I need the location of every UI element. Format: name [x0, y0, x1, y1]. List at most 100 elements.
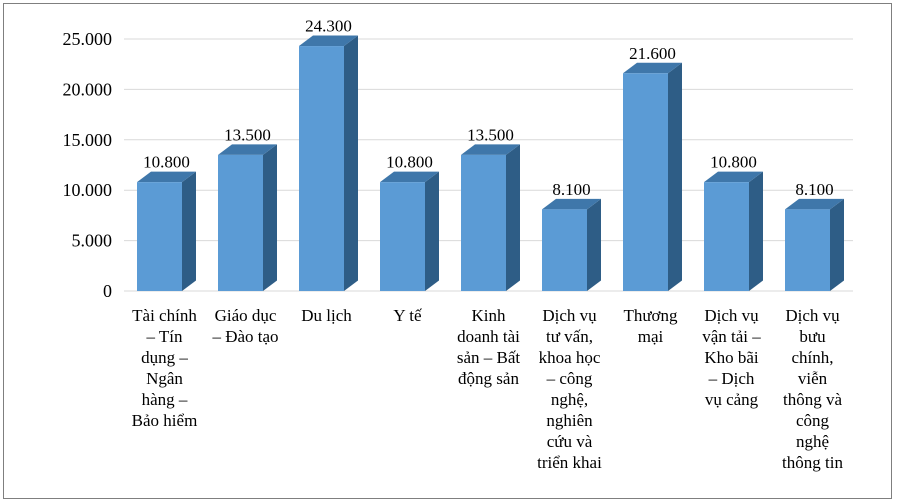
- bar-front: [218, 154, 263, 291]
- category-label-line: nghệ,: [551, 390, 588, 409]
- bar-front: [137, 182, 182, 291]
- bar-front: [623, 73, 668, 291]
- category-label-line: Du lịch: [301, 306, 352, 325]
- bars: [137, 35, 844, 291]
- data-labels: 10.800 13.500 24.300 10.800 13.500 8.100 21.60…: [143, 17, 834, 199]
- x-axis-category-label: Du lịch: [301, 306, 352, 325]
- category-label-line: Dịch vụ: [542, 306, 597, 325]
- bar-side: [182, 171, 196, 291]
- bar-front: [380, 182, 425, 291]
- category-label-line: Thương: [623, 306, 678, 325]
- category-label-line: hàng –: [142, 390, 188, 409]
- data-label: 10.800: [710, 153, 757, 172]
- category-label-line: tư vấn,: [546, 327, 593, 346]
- category-label-line: Bảo hiểm: [132, 411, 198, 430]
- category-label-line: bưu: [799, 327, 826, 346]
- bar: [461, 144, 520, 291]
- x-axis-category-label: Y tế: [393, 306, 422, 325]
- category-label-line: vụ cảng: [705, 390, 759, 409]
- bar-side: [587, 198, 601, 291]
- category-label-line: – Dịch: [708, 369, 755, 388]
- category-label-line: viễn: [798, 369, 828, 388]
- bar: [623, 62, 682, 291]
- bar-side: [344, 35, 358, 291]
- category-label-line: – Tín: [145, 327, 183, 346]
- bar: [785, 198, 844, 291]
- category-label-line: Tài chính: [132, 306, 197, 325]
- data-label: 21.600: [629, 44, 676, 63]
- bar: [299, 35, 358, 291]
- data-label: 10.800: [386, 153, 433, 172]
- bar-top: [785, 198, 844, 210]
- category-label-line: – công: [546, 369, 593, 388]
- category-label-line: cứu và: [547, 432, 593, 451]
- category-label-line: Giáo dục: [215, 306, 277, 325]
- category-label-line: thông tin: [782, 453, 843, 472]
- y-tick-label: 5.000: [72, 231, 113, 251]
- category-label-line: Kinh: [472, 306, 507, 325]
- category-label-line: Kho bãi: [704, 348, 759, 367]
- data-label: 8.100: [552, 180, 590, 199]
- category-label-line: sản – Bất: [457, 348, 521, 367]
- category-labels: Tài chính – Tín dụng – Ngân hàng – Bảo hiểm Gi…: [132, 306, 844, 472]
- x-axis-category-label: Tài chính – Tín dụng – Ngân hàng – Bảo hiểm: [132, 306, 198, 430]
- bar: [380, 171, 439, 291]
- bar-top: [218, 144, 277, 155]
- data-label: 13.500: [467, 125, 514, 144]
- x-axis-category-label: Kinh doanh tài sản – Bất động sản: [457, 306, 521, 388]
- category-label-line: vận tải –: [702, 327, 761, 346]
- bar-top: [461, 144, 520, 155]
- bar: [542, 198, 601, 291]
- y-axis-tick-labels: 0 5.000 10.000 15.000 20.000 25.000: [63, 29, 113, 301]
- bar-side: [506, 144, 520, 291]
- category-label-line: dụng –: [141, 348, 188, 367]
- bar: [218, 144, 277, 291]
- category-label-line: khoa học: [539, 348, 601, 367]
- bar: [704, 171, 763, 291]
- category-label-line: Y tế: [393, 306, 422, 325]
- category-label-line: Ngân: [146, 369, 183, 388]
- bar-side: [263, 144, 277, 291]
- y-tick-label: 25.000: [63, 29, 113, 49]
- category-label-line: triển khai: [537, 453, 602, 472]
- y-tick-label: 15.000: [63, 130, 113, 150]
- category-label-line: động sản: [458, 369, 519, 388]
- bar-side: [749, 171, 763, 291]
- bar-front: [461, 154, 506, 291]
- x-axis-category-label: Giáo dục – Đào tạo: [211, 306, 278, 346]
- x-axis-category-label: Dịch vụ tư vấn, khoa học – công nghệ, nghiên c…: [537, 306, 602, 472]
- category-label-line: chính,: [791, 348, 833, 367]
- bar-side: [425, 171, 439, 291]
- bar-side: [830, 198, 844, 291]
- y-tick-label: 10.000: [63, 180, 113, 200]
- category-label-line: – Đào tạo: [211, 327, 278, 346]
- data-label: 10.800: [143, 153, 190, 172]
- category-label-line: Dịch vụ: [704, 306, 759, 325]
- bar-top: [542, 198, 601, 210]
- category-label-line: mại: [638, 327, 664, 346]
- bar-front: [299, 46, 344, 291]
- bar-top: [137, 171, 196, 183]
- category-label-line: nghệ: [796, 432, 829, 451]
- bar-side: [668, 62, 682, 291]
- bar-front: [785, 209, 830, 291]
- category-label-line: công: [796, 411, 830, 430]
- x-axis-category-label: Dịch vụ bưu chính, viễn thông và công nghệ thôn…: [782, 306, 843, 472]
- data-label: 24.300: [305, 17, 352, 36]
- bar-top: [704, 171, 763, 183]
- bar-top: [299, 35, 358, 47]
- x-axis-category-label: Thương mại: [623, 306, 678, 346]
- category-label-line: doanh tài: [457, 327, 520, 346]
- data-label: 8.100: [795, 180, 833, 199]
- bar-front: [542, 209, 587, 291]
- category-label-line: thông và: [783, 390, 842, 409]
- category-label-line: nghiên: [546, 411, 593, 430]
- bar-top: [380, 171, 439, 183]
- bar-front: [704, 182, 749, 291]
- y-tick-label: 20.000: [63, 79, 113, 99]
- x-axis-category-label: Dịch vụ vận tải – Kho bãi – Dịch vụ cảng: [702, 306, 761, 409]
- bar: [137, 171, 196, 291]
- y-tick-label: 0: [103, 281, 112, 301]
- category-label-line: Dịch vụ: [785, 306, 840, 325]
